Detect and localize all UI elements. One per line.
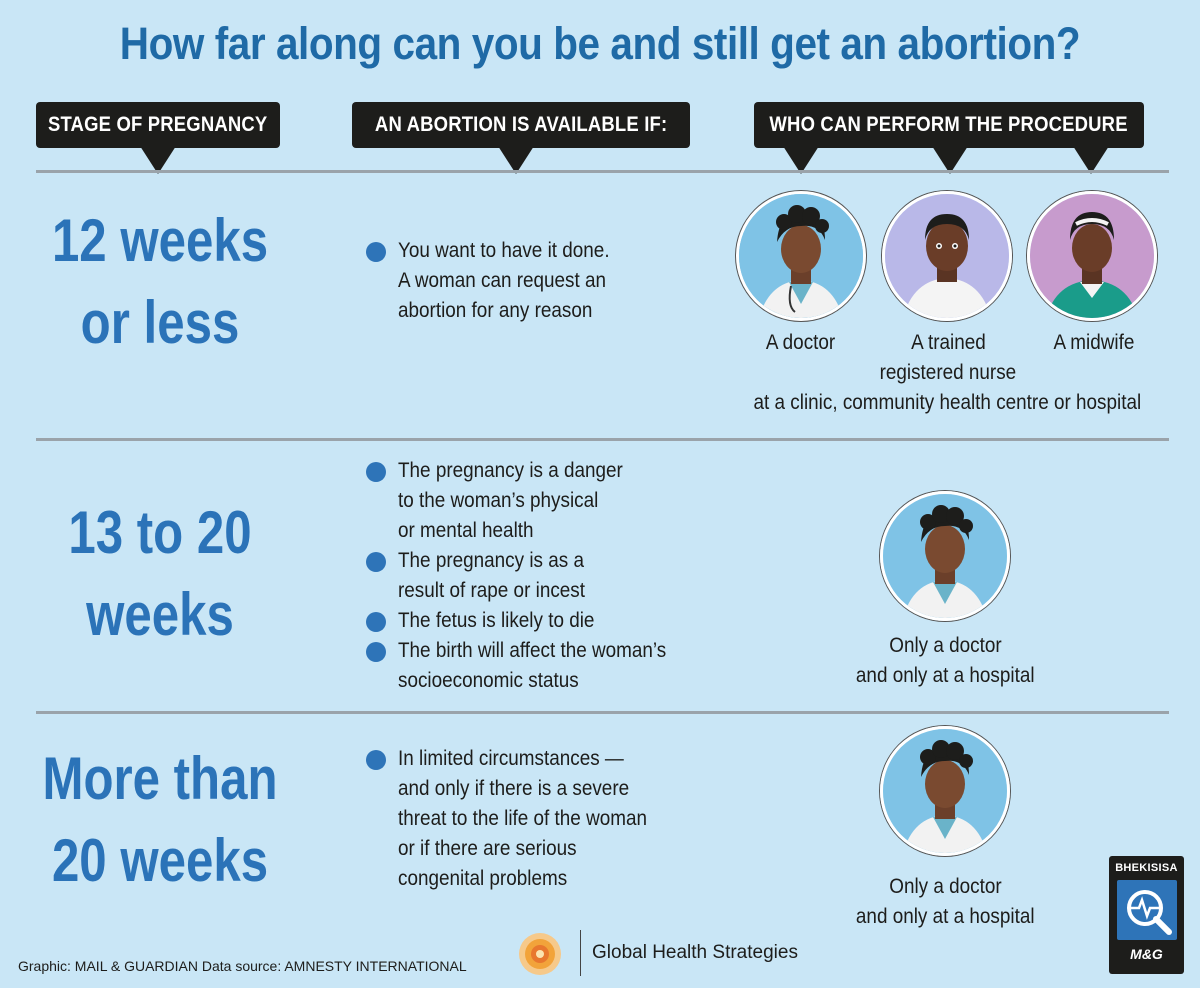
bullet-dot-icon [366,750,386,770]
list-item: The pregnancy is a danger to the woman’s… [366,456,706,546]
nurse-portrait-icon [882,191,1012,321]
conditions-list: The pregnancy is a danger to the woman’s… [366,456,706,696]
bhekisisa-badge: BHEKISISA M&G [1109,856,1184,974]
provider-doctor-label: Only a doctor and only at a hospital [855,634,1035,687]
stage-label: 13 to 20 weeks [68,499,252,648]
header-available: AN ABORTION IS AVAILABLE IF: [352,102,690,148]
doctor-portrait-icon [880,726,1010,856]
header-who: WHO CAN PERFORM THE PROCEDURE [754,102,1144,148]
provider-nurse-label: A trained registered nurse [879,331,1017,384]
badge-mg: M&G [1130,946,1163,962]
footer-credit: Graphic: MAIL & GUARDIAN Data source: AM… [18,958,467,974]
header-stage-pointer [140,146,176,174]
row-divider [36,170,1169,173]
list-item: You want to have it done. A woman can re… [366,236,706,326]
provider-doctor-label: A doctor [766,331,836,354]
header-who-pointer-3 [1073,146,1109,174]
doctor-portrait-icon [736,191,866,321]
row-divider [36,438,1169,441]
stage-label: More than 20 weeks [42,745,278,894]
list-item: In limited circumstances — and only if t… [366,744,706,894]
bullet-dot-icon [366,642,386,662]
header-who-pointer-2 [932,146,968,174]
list-item: The birth will affect the woman’s socioe… [366,636,706,696]
bullet-dot-icon [366,462,386,482]
badge-name: BHEKISISA [1115,862,1178,874]
magnifier-badge-icon [1116,880,1177,940]
bullet-dot-icon [366,612,386,632]
list-item: The fetus is likely to die [366,606,706,636]
partner-name: Global Health Strategies [592,942,798,963]
provider-doctor-label: Only a doctor and only at a hospital [855,875,1035,928]
stage-label: 12 weeks or less [51,207,269,356]
midwife-portrait-icon [1027,191,1157,321]
conditions-list: You want to have it done. A woman can re… [366,236,706,326]
provider-location-label: at a clinic, community health centre or … [753,391,1141,414]
footer-divider [580,930,581,976]
provider-midwife-label: A midwife [1053,331,1135,354]
bullet-dot-icon [366,242,386,262]
doctor-portrait-icon [880,491,1010,621]
sun-logo-icon [518,932,562,976]
page-title: How far along can you be and still get a… [119,18,1081,69]
bullet-dot-icon [366,552,386,572]
row-divider [36,711,1169,714]
header-who-pointer-1 [783,146,819,174]
list-item: The pregnancy is as a result of rape or … [366,546,706,606]
header-available-pointer [498,146,534,174]
conditions-list: In limited circumstances — and only if t… [366,744,706,894]
header-stage: STAGE OF PREGNANCY [36,102,280,148]
